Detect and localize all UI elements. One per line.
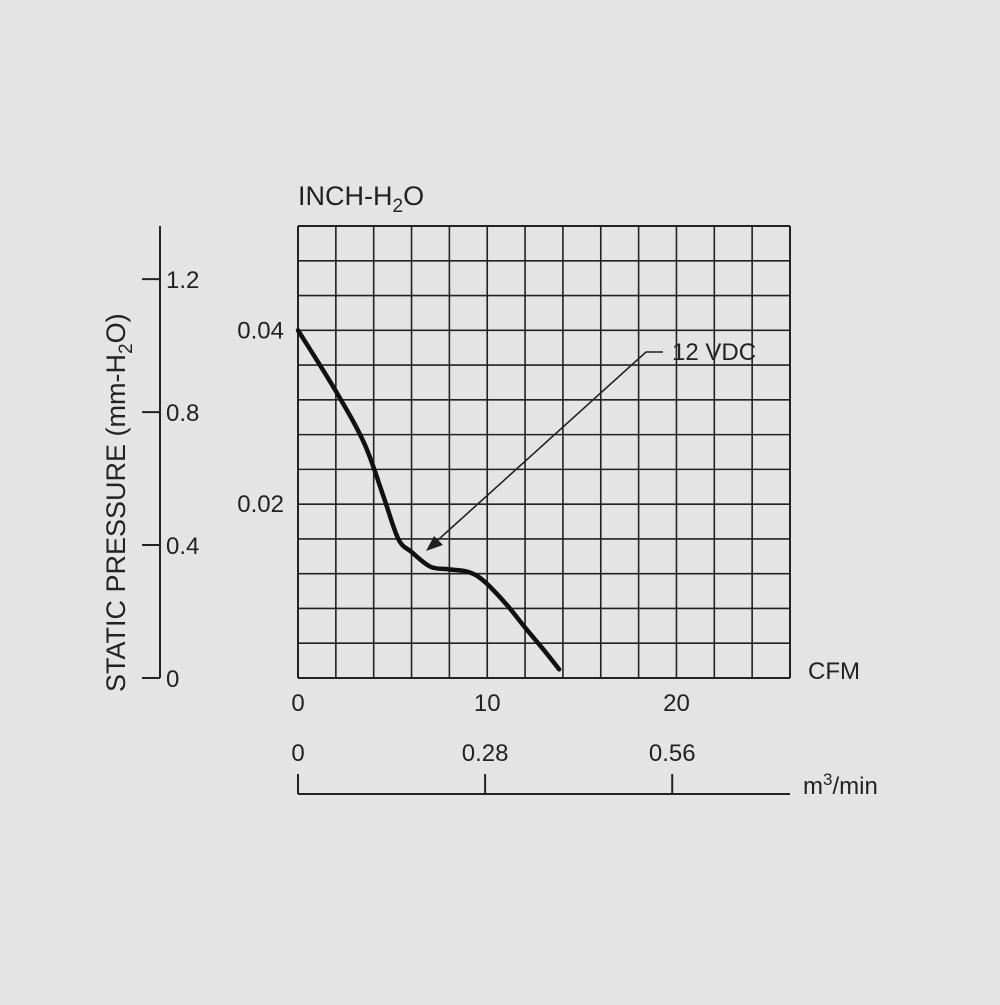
mm-tick-label: 1.2 — [166, 267, 199, 294]
m3-axis-ticks: 0 0.28 0.56 — [291, 740, 696, 794]
cfm-tick-label: 20 — [663, 690, 690, 717]
mm-axis-ticks: 1.2 0.8 0.4 0 — [142, 267, 199, 693]
cfm-tick-label: 10 — [474, 690, 501, 717]
top-unit-label: INCH-H2O — [298, 181, 424, 217]
inch-tick-label: 0.02 — [237, 491, 284, 518]
m3-tick-label: 0 — [291, 740, 304, 767]
cfm-tick-label: 0 — [291, 690, 304, 717]
annotation-arrowhead — [426, 536, 443, 551]
mm-tick-label: 0.8 — [166, 400, 199, 427]
m3-tick-label: 0.28 — [462, 740, 509, 767]
cfm-unit-label: CFM — [808, 658, 860, 685]
mm-tick-label: 0.4 — [166, 533, 199, 560]
mm-tick-label: 0 — [166, 666, 179, 693]
chart-grid — [297, 225, 791, 679]
inch-tick-label: 0.04 — [237, 317, 284, 344]
y-axis-label: STATIC PRESSURE (mm-H2O) — [101, 313, 137, 692]
cfm-axis-ticks: 0 10 20 — [291, 690, 689, 717]
annotation-arrow — [427, 351, 663, 550]
inch-axis-ticks: 0.04 0.02 — [237, 317, 284, 518]
series-line-12vdc — [295, 328, 562, 672]
m3-tick-label: 0.56 — [649, 740, 696, 767]
annotation-label: 12 VDC — [672, 339, 756, 366]
m3-unit-label: m3/min — [803, 770, 878, 800]
